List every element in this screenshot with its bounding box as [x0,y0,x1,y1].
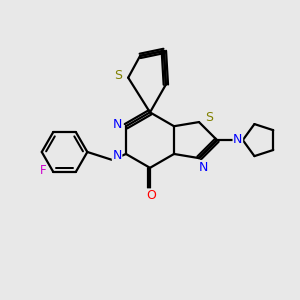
Text: O: O [146,189,156,202]
Text: N: N [112,118,122,131]
Text: S: S [114,69,122,82]
Text: N: N [112,149,122,162]
Text: F: F [40,164,46,177]
Text: S: S [205,111,213,124]
Text: N: N [233,133,242,146]
Text: N: N [198,160,208,173]
